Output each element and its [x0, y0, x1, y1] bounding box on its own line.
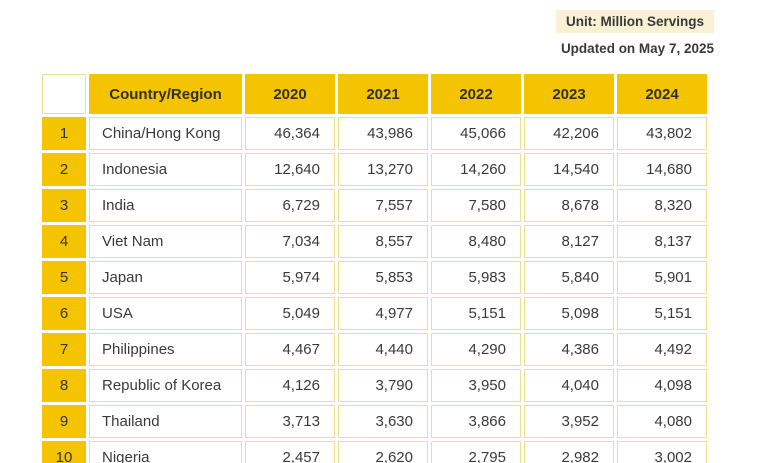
value-cell: 5,049 — [245, 297, 335, 330]
value-cell: 4,386 — [524, 333, 614, 366]
value-cell: 2,620 — [338, 441, 428, 463]
country-cell: Japan — [89, 261, 242, 294]
value-cell: 14,680 — [617, 153, 707, 186]
topbar: Unit: Million Servings Updated on May 7,… — [555, 10, 714, 56]
country-cell: India — [89, 189, 242, 222]
value-cell: 46,364 — [245, 117, 335, 150]
value-cell: 5,151 — [431, 297, 521, 330]
country-cell: Republic of Korea — [89, 369, 242, 402]
value-cell: 7,034 — [245, 225, 335, 258]
value-cell: 4,492 — [617, 333, 707, 366]
value-cell: 42,206 — [524, 117, 614, 150]
rank-cell: 1 — [42, 117, 86, 150]
rank-cell: 3 — [42, 189, 86, 222]
table-row: 3 India 6,729 7,557 7,580 8,678 8,320 — [42, 189, 707, 222]
rank-cell: 6 — [42, 297, 86, 330]
value-cell: 5,901 — [617, 261, 707, 294]
value-cell: 4,440 — [338, 333, 428, 366]
value-cell: 3,713 — [245, 405, 335, 438]
value-cell: 5,151 — [617, 297, 707, 330]
column-header-country: Country/Region — [89, 74, 242, 114]
value-cell: 8,678 — [524, 189, 614, 222]
table-row: 2 Indonesia 12,640 13,270 14,260 14,540 14,680 — [42, 153, 707, 186]
rank-cell: 9 — [42, 405, 86, 438]
unit-badge: Unit: Million Servings — [555, 10, 714, 33]
value-cell: 5,840 — [524, 261, 614, 294]
country-cell: Philippines — [89, 333, 242, 366]
table-row: 8 Republic of Korea 4,126 3,790 3,950 4,040 4,… — [42, 369, 707, 402]
value-cell: 43,986 — [338, 117, 428, 150]
header-row: Country/Region 2020 2021 2022 2023 2024 — [42, 74, 707, 114]
column-header-2021: 2021 — [338, 74, 428, 114]
country-cell: Viet Nam — [89, 225, 242, 258]
value-cell: 14,540 — [524, 153, 614, 186]
ranking-table: Country/Region 2020 2021 2022 2023 2024 … — [39, 71, 710, 463]
value-cell: 3,866 — [431, 405, 521, 438]
rank-cell: 5 — [42, 261, 86, 294]
value-cell: 3,950 — [431, 369, 521, 402]
column-header-2020: 2020 — [245, 74, 335, 114]
value-cell: 3,630 — [338, 405, 428, 438]
value-cell: 4,040 — [524, 369, 614, 402]
value-cell: 2,457 — [245, 441, 335, 463]
value-cell: 14,260 — [431, 153, 521, 186]
value-cell: 7,557 — [338, 189, 428, 222]
value-cell: 12,640 — [245, 153, 335, 186]
value-cell: 8,127 — [524, 225, 614, 258]
column-header-2024: 2024 — [617, 74, 707, 114]
country-cell: USA — [89, 297, 242, 330]
table-row: 1 China/Hong Kong 46,364 43,986 45,066 42,206… — [42, 117, 707, 150]
corner-cell — [42, 74, 86, 114]
country-cell: Thailand — [89, 405, 242, 438]
value-cell: 4,977 — [338, 297, 428, 330]
table-row: 5 Japan 5,974 5,853 5,983 5,840 5,901 — [42, 261, 707, 294]
value-cell: 4,290 — [431, 333, 521, 366]
column-header-2023: 2023 — [524, 74, 614, 114]
rank-cell: 7 — [42, 333, 86, 366]
table-row: 10 Nigeria 2,457 2,620 2,795 2,982 3,002 — [42, 441, 707, 463]
table-row: 9 Thailand 3,713 3,630 3,866 3,952 4,080 — [42, 405, 707, 438]
value-cell: 8,320 — [617, 189, 707, 222]
column-header-2022: 2022 — [431, 74, 521, 114]
ranking-table-header: Country/Region 2020 2021 2022 2023 2024 — [42, 74, 707, 114]
value-cell: 8,137 — [617, 225, 707, 258]
value-cell: 3,002 — [617, 441, 707, 463]
value-cell: 7,580 — [431, 189, 521, 222]
value-cell: 4,467 — [245, 333, 335, 366]
value-cell: 8,480 — [431, 225, 521, 258]
table-row: 4 Viet Nam 7,034 8,557 8,480 8,127 8,137 — [42, 225, 707, 258]
table-row: 7 Philippines 4,467 4,440 4,290 4,386 4,492 — [42, 333, 707, 366]
value-cell: 8,557 — [338, 225, 428, 258]
table-row: 6 USA 5,049 4,977 5,151 5,098 5,151 — [42, 297, 707, 330]
value-cell: 5,974 — [245, 261, 335, 294]
rank-cell: 8 — [42, 369, 86, 402]
value-cell: 6,729 — [245, 189, 335, 222]
value-cell: 4,126 — [245, 369, 335, 402]
rank-cell: 2 — [42, 153, 86, 186]
value-cell: 3,790 — [338, 369, 428, 402]
value-cell: 2,795 — [431, 441, 521, 463]
value-cell: 2,982 — [524, 441, 614, 463]
value-cell: 3,952 — [524, 405, 614, 438]
value-cell: 5,983 — [431, 261, 521, 294]
rank-cell: 10 — [42, 441, 86, 463]
value-cell: 13,270 — [338, 153, 428, 186]
value-cell: 4,098 — [617, 369, 707, 402]
value-cell: 45,066 — [431, 117, 521, 150]
country-cell: Nigeria — [89, 441, 242, 463]
ranking-table-body: 1 China/Hong Kong 46,364 43,986 45,066 42,206… — [42, 117, 707, 463]
rank-cell: 4 — [42, 225, 86, 258]
value-cell: 4,080 — [617, 405, 707, 438]
value-cell: 5,098 — [524, 297, 614, 330]
value-cell: 5,853 — [338, 261, 428, 294]
country-cell: China/Hong Kong — [89, 117, 242, 150]
country-cell: Indonesia — [89, 153, 242, 186]
updated-date-label: Updated on May 7, 2025 — [560, 41, 714, 56]
value-cell: 43,802 — [617, 117, 707, 150]
